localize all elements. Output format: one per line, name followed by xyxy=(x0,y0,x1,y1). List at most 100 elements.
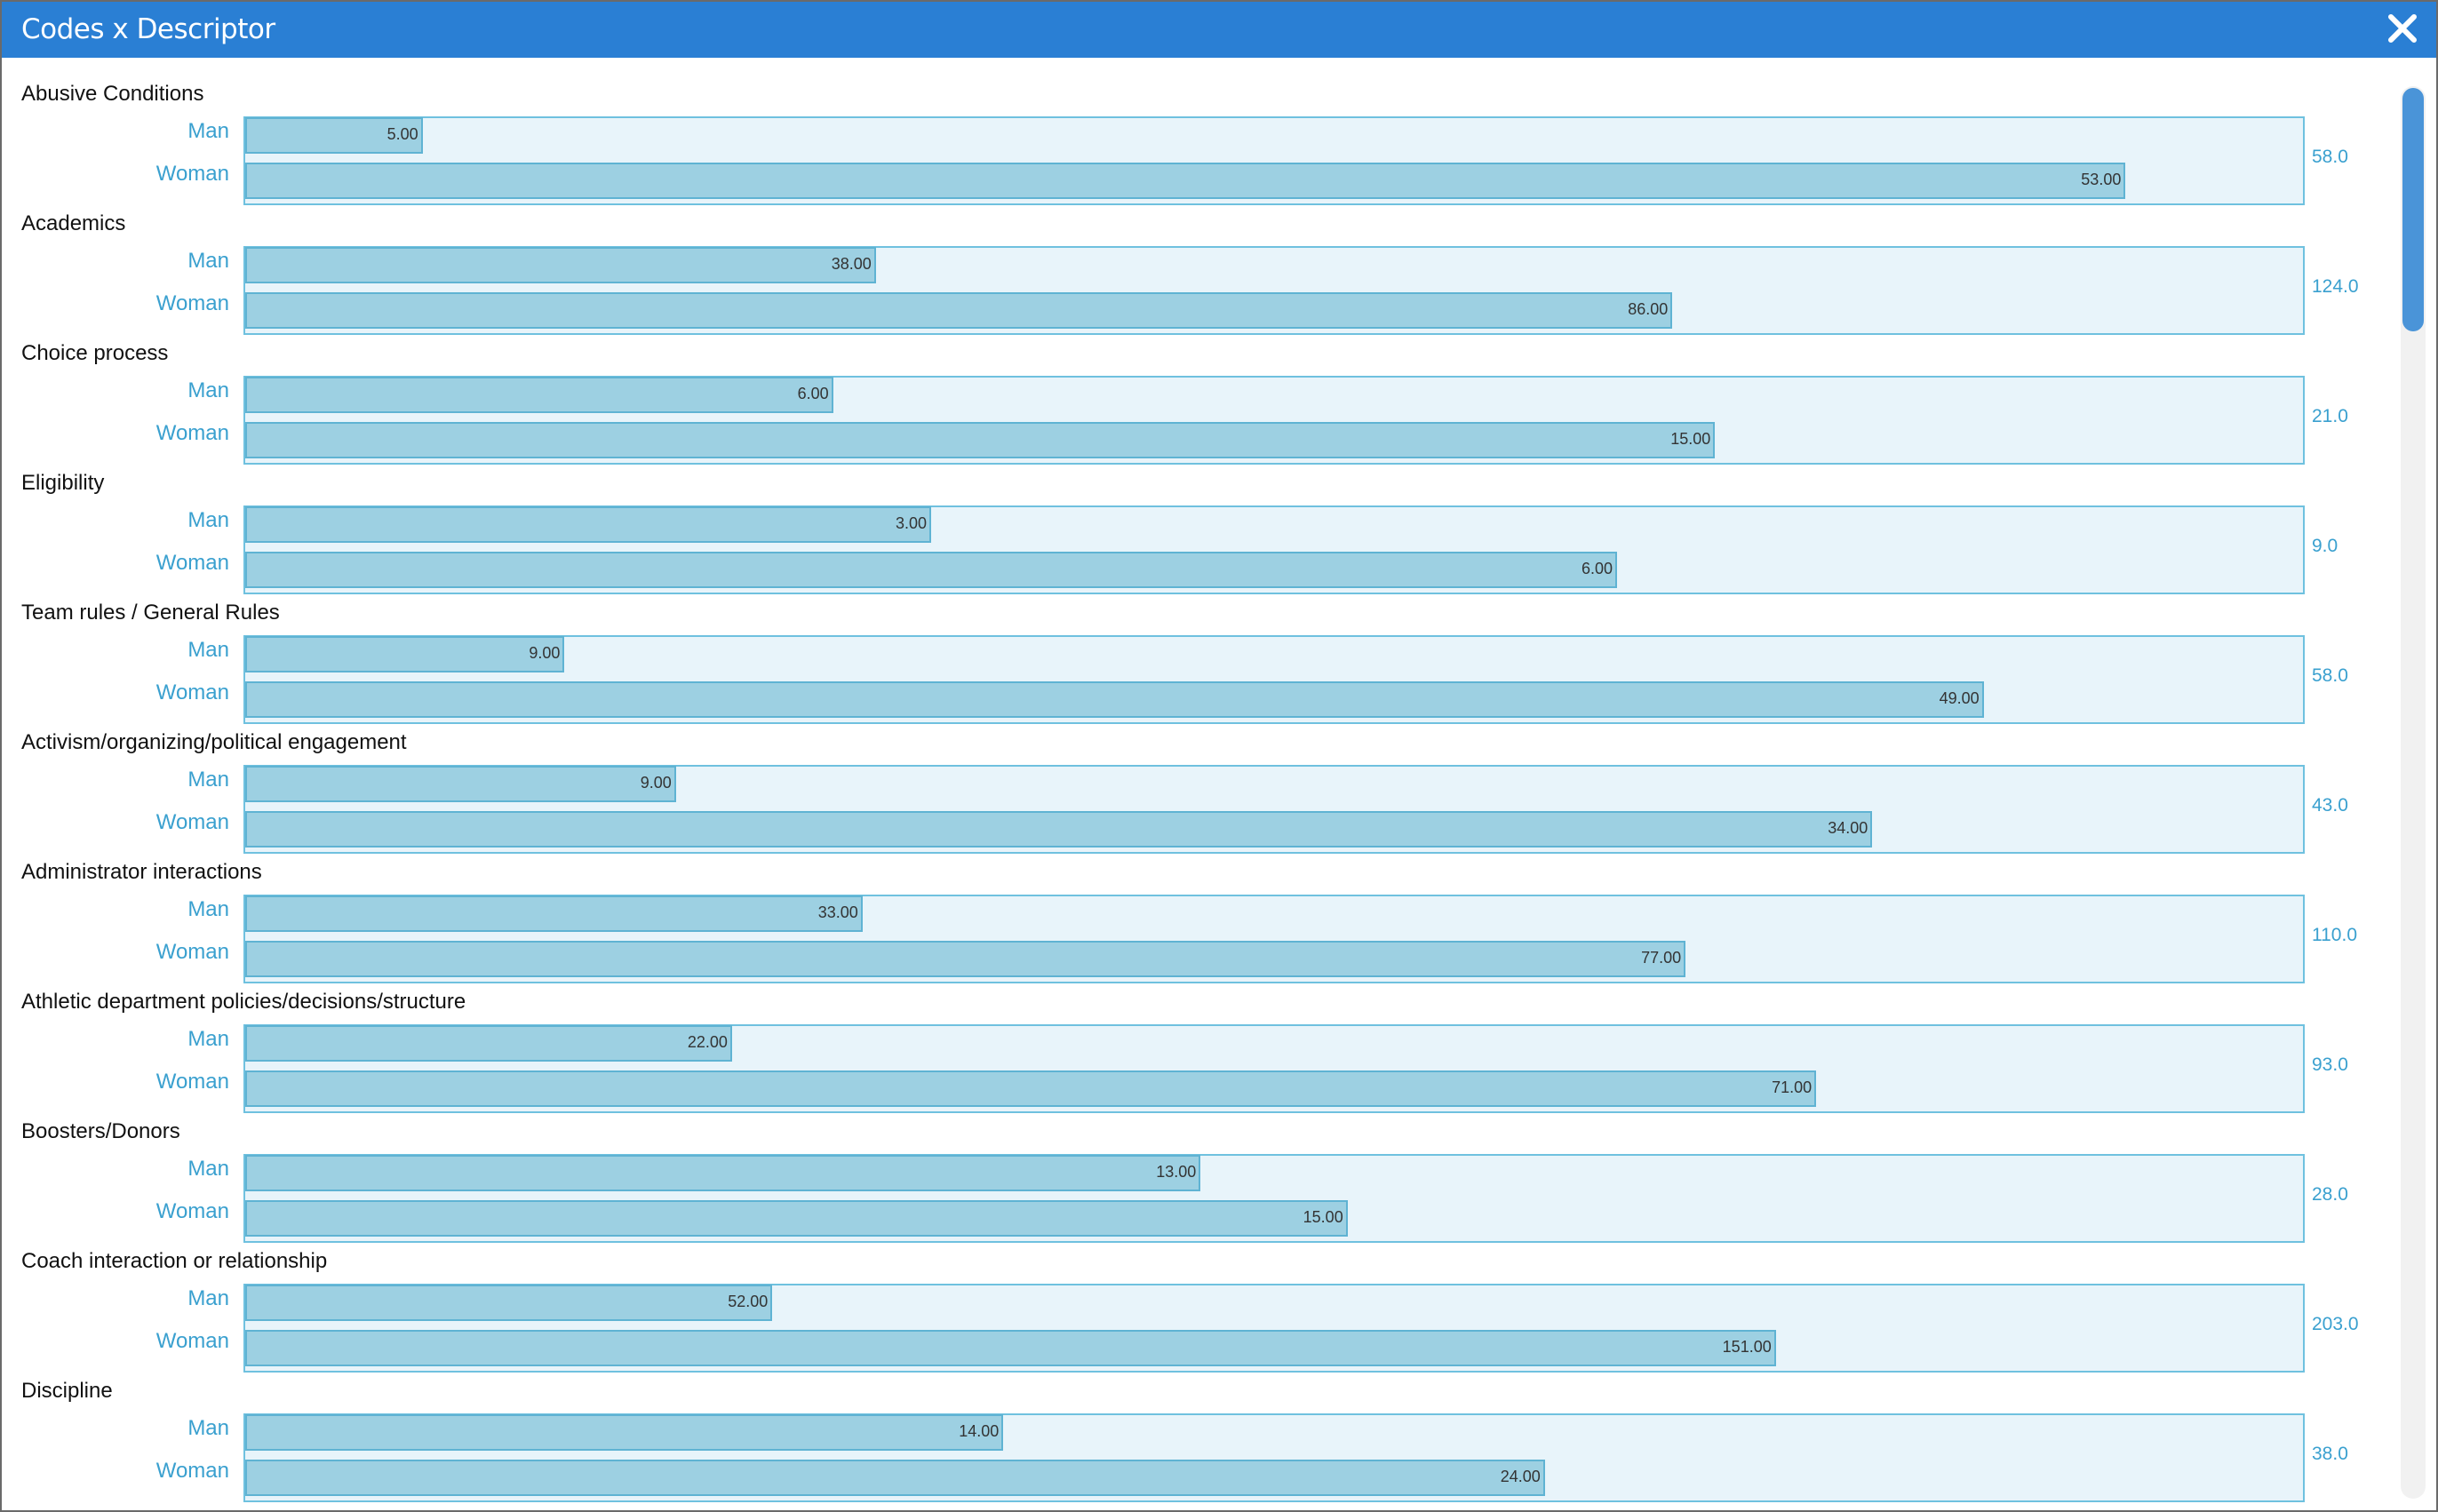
category-label: Man xyxy=(187,249,229,273)
bar-man[interactable]: 13.00 xyxy=(245,1155,1201,1191)
bar-woman[interactable]: 53.00 xyxy=(245,163,2126,199)
chart-group: Abusive Conditions Man 5.00 Woman 53.00 58.0 xyxy=(2,58,2401,205)
bar-man[interactable]: 52.00 xyxy=(245,1285,773,1321)
group-label: Choice process xyxy=(21,341,169,365)
chart-group: Activism/organizing/political engagement… xyxy=(2,706,2401,854)
group-total: 9.0 xyxy=(2312,536,2338,556)
bar-woman[interactable]: 15.00 xyxy=(245,422,1716,458)
category-label: Man xyxy=(187,1416,229,1440)
bar-woman[interactable]: 86.00 xyxy=(245,292,1673,329)
group-label: Academics xyxy=(21,211,126,235)
group-total: 43.0 xyxy=(2312,795,2348,816)
bar-value-label: 77.00 xyxy=(1641,949,1682,967)
bar-woman[interactable]: 49.00 xyxy=(245,681,1984,718)
bar-man[interactable]: 14.00 xyxy=(245,1414,1004,1451)
category-label: Man xyxy=(187,897,229,921)
category-label: Woman xyxy=(155,1199,229,1223)
bar-value-label: 86.00 xyxy=(1628,300,1669,318)
bar-woman[interactable]: 24.00 xyxy=(245,1460,1545,1496)
bar-man[interactable]: 9.00 xyxy=(245,636,565,672)
bar-woman[interactable]: 6.00 xyxy=(245,552,1617,588)
chart-group: Coach interaction or relationship Man 52.0… xyxy=(2,1225,2401,1373)
group-label: Coach interaction or relationship xyxy=(21,1249,328,1273)
category-label: Man xyxy=(187,768,229,792)
bar-man[interactable]: 38.00 xyxy=(245,247,876,283)
scrollbar-thumb[interactable] xyxy=(2402,88,2424,331)
bar-man[interactable]: 3.00 xyxy=(245,506,931,543)
group-total: 28.0 xyxy=(2312,1184,2348,1205)
bar-woman[interactable]: 15.00 xyxy=(245,1200,1348,1237)
group-total: 124.0 xyxy=(2312,276,2359,297)
category-label: Woman xyxy=(155,1070,229,1094)
category-label: Man xyxy=(187,378,229,402)
group-total: 58.0 xyxy=(2312,665,2348,686)
bar-value-label: 53.00 xyxy=(2081,171,2122,188)
category-label: Man xyxy=(187,508,229,532)
bar-woman[interactable]: 71.00 xyxy=(245,1070,1817,1107)
bar-man[interactable]: 22.00 xyxy=(245,1025,732,1062)
category-label: Woman xyxy=(155,551,229,575)
bar-value-label: 9.00 xyxy=(640,774,672,792)
bar-value-label: 5.00 xyxy=(386,125,418,143)
bar-value-label: 24.00 xyxy=(1500,1468,1541,1485)
close-icon xyxy=(2388,14,2417,43)
group-label: Athletic department policies/decisions/s… xyxy=(21,990,466,1014)
bar-value-label: 15.00 xyxy=(1303,1208,1343,1226)
vertical-scrollbar[interactable] xyxy=(2401,86,2426,1499)
category-label: Woman xyxy=(155,291,229,315)
bar-value-label: 38.00 xyxy=(831,255,872,273)
group-label: Eligibility xyxy=(21,471,105,495)
bar-value-label: 3.00 xyxy=(895,514,927,532)
category-label: Man xyxy=(187,638,229,662)
chart-group: Administrator interactions Man 33.00 Woman 7… xyxy=(2,836,2401,983)
bar-man[interactable]: 33.00 xyxy=(245,895,863,932)
bar-value-label: 13.00 xyxy=(1156,1163,1197,1181)
bar-value-label: 6.00 xyxy=(797,385,829,402)
bar-value-label: 151.00 xyxy=(1722,1338,1772,1356)
chart-group: Choice process Man 6.00 Woman 15.00 21.0 xyxy=(2,317,2401,465)
bar-value-label: 71.00 xyxy=(1772,1078,1813,1096)
bar-value-label: 49.00 xyxy=(1939,689,1980,707)
chart-group: Discipline Man 14.00 Woman 24.00 38.0 xyxy=(2,1355,2401,1502)
bar-value-label: 22.00 xyxy=(687,1033,728,1051)
chart-group: Eligibility Man 3.00 Woman 6.00 9.0 xyxy=(2,447,2401,594)
bar-value-label: 33.00 xyxy=(817,903,858,921)
category-label: Woman xyxy=(155,680,229,704)
bar-value-label: 15.00 xyxy=(1670,430,1711,448)
category-label: Man xyxy=(187,119,229,143)
bar-woman[interactable]: 34.00 xyxy=(245,811,1873,848)
bar-man[interactable]: 5.00 xyxy=(245,117,423,154)
group-label: Discipline xyxy=(21,1379,113,1403)
bar-value-label: 52.00 xyxy=(728,1293,769,1310)
bar-man[interactable]: 6.00 xyxy=(245,377,833,413)
category-label: Woman xyxy=(155,810,229,834)
chart-group: Boosters/Donors Man 13.00 Woman 15.00 28.0 xyxy=(2,1095,2401,1243)
group-total: 21.0 xyxy=(2312,406,2348,426)
chart-group: Athletic department policies/decisions/s… xyxy=(2,966,2401,1113)
group-total: 110.0 xyxy=(2312,925,2357,945)
bar-man[interactable]: 9.00 xyxy=(245,766,676,802)
category-label: Woman xyxy=(155,940,229,964)
group-total: 58.0 xyxy=(2312,147,2348,167)
bar-value-label: 9.00 xyxy=(529,644,561,662)
chart-group: Academics Man 38.00 Woman 86.00 124.0 xyxy=(2,187,2401,335)
group-total: 93.0 xyxy=(2312,1054,2348,1075)
group-label: Team rules / General Rules xyxy=(21,601,280,625)
category-label: Woman xyxy=(155,162,229,186)
group-label: Boosters/Donors xyxy=(21,1119,180,1143)
category-label: Woman xyxy=(155,1329,229,1353)
bar-value-label: 14.00 xyxy=(959,1422,1000,1440)
group-total: 203.0 xyxy=(2312,1314,2359,1334)
group-total: 38.0 xyxy=(2312,1444,2348,1464)
dialog-title: Codes x Descriptor xyxy=(21,13,275,45)
category-label: Man xyxy=(187,1157,229,1181)
bar-value-label: 34.00 xyxy=(1828,819,1868,837)
bar-value-label: 6.00 xyxy=(1581,560,1613,577)
category-label: Man xyxy=(187,1027,229,1051)
category-label: Woman xyxy=(155,421,229,445)
bar-woman[interactable]: 77.00 xyxy=(245,941,1686,977)
close-button[interactable] xyxy=(2383,9,2422,48)
bar-woman[interactable]: 151.00 xyxy=(245,1330,1776,1366)
dialog-titlebar: Codes x Descriptor xyxy=(2,2,2436,58)
